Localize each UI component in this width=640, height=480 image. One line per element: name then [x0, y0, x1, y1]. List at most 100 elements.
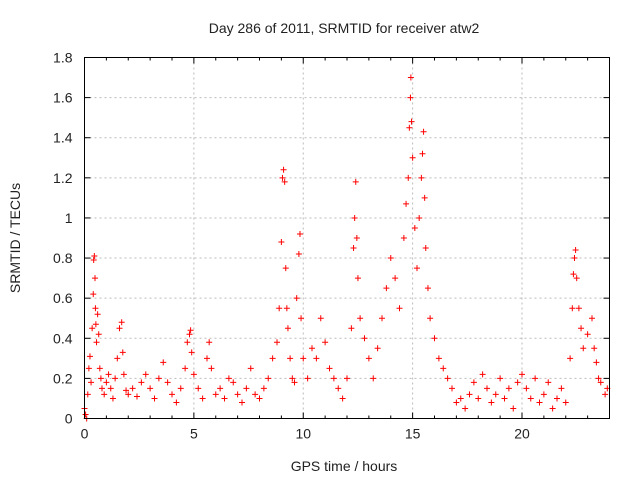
- data-point: [105, 371, 112, 378]
- data-point: [217, 385, 224, 392]
- data-point: [125, 391, 132, 398]
- data-point: [88, 379, 95, 386]
- data-point: [309, 345, 315, 352]
- data-point: [573, 275, 580, 282]
- data-point: [256, 395, 263, 402]
- data-point: [407, 94, 414, 101]
- data-points: [81, 74, 611, 422]
- data-point: [475, 395, 482, 402]
- data-point: [103, 379, 110, 386]
- data-point: [435, 355, 442, 362]
- data-point: [85, 365, 92, 372]
- data-point: [532, 375, 539, 382]
- data-point: [86, 353, 93, 360]
- data-point: [91, 253, 98, 260]
- y-tick-label: 0.8: [53, 250, 73, 266]
- data-point: [462, 405, 469, 412]
- data-point: [422, 245, 429, 252]
- data-point: [199, 395, 206, 402]
- data-point: [519, 371, 525, 378]
- data-point: [147, 385, 154, 392]
- data-point: [239, 399, 245, 406]
- data-point: [313, 355, 320, 362]
- data-point: [569, 305, 576, 312]
- data-point: [155, 375, 162, 382]
- data-point: [206, 339, 213, 346]
- data-point: [514, 379, 521, 386]
- data-point: [545, 379, 552, 386]
- data-point: [182, 365, 189, 372]
- data-point: [497, 375, 504, 382]
- data-point: [169, 391, 175, 398]
- data-point: [274, 339, 280, 346]
- data-point: [92, 275, 98, 282]
- data-point: [403, 200, 410, 207]
- data-point: [501, 395, 508, 402]
- x-tick-label: 10: [295, 426, 311, 442]
- data-point: [95, 331, 102, 338]
- data-point: [101, 391, 108, 398]
- data-point: [589, 315, 595, 322]
- data-point: [177, 385, 184, 392]
- data-point: [330, 375, 337, 382]
- data-point: [431, 335, 438, 342]
- data-point: [97, 375, 104, 382]
- data-point: [595, 375, 602, 382]
- data-point: [424, 285, 431, 292]
- data-point: [304, 375, 311, 382]
- data-point: [280, 166, 287, 173]
- data-point: [195, 385, 202, 392]
- data-point: [488, 399, 495, 406]
- data-point: [418, 174, 425, 181]
- x-tick-label: 5: [190, 426, 198, 442]
- data-point: [298, 315, 305, 322]
- data-point: [570, 271, 577, 278]
- data-point: [523, 385, 530, 392]
- data-point: [440, 365, 447, 372]
- data-point: [427, 315, 434, 322]
- y-axis-label: SRMTID / TECUs: [7, 183, 23, 293]
- data-point: [96, 365, 103, 372]
- data-point: [287, 355, 294, 362]
- data-point: [247, 365, 254, 372]
- data-point: [151, 395, 158, 402]
- data-point: [370, 375, 377, 382]
- data-point: [269, 355, 276, 362]
- y-tick-label: 1.2: [53, 170, 73, 186]
- y-tick-label: 0.2: [53, 370, 73, 386]
- data-point: [466, 391, 473, 398]
- data-point: [94, 311, 101, 318]
- data-point: [444, 375, 451, 382]
- data-point: [602, 391, 609, 398]
- data-point: [204, 355, 210, 362]
- data-point: [421, 194, 428, 201]
- data-point: [578, 325, 585, 332]
- data-point: [457, 395, 464, 402]
- data-point: [505, 385, 512, 392]
- data-point: [357, 315, 364, 322]
- data-point: [317, 315, 324, 322]
- data-point: [591, 345, 598, 352]
- data-point: [352, 178, 359, 185]
- data-point: [419, 150, 426, 157]
- data-point: [82, 411, 89, 418]
- data-point: [554, 395, 560, 402]
- data-point: [387, 255, 394, 262]
- x-tick-label: 15: [405, 426, 421, 442]
- data-point: [296, 230, 303, 237]
- data-point: [293, 295, 300, 302]
- x-axis-label: GPS time / hours: [291, 458, 398, 474]
- y-tick-label: 0.4: [53, 330, 73, 346]
- data-point: [354, 275, 361, 282]
- data-point: [289, 375, 296, 382]
- data-point: [326, 365, 333, 372]
- data-point: [295, 251, 302, 258]
- data-point: [492, 391, 499, 398]
- data-point: [279, 174, 286, 181]
- data-point: [114, 355, 121, 362]
- data-point: [243, 385, 250, 392]
- data-point: [184, 339, 191, 346]
- data-point: [208, 365, 215, 372]
- data-point: [420, 128, 427, 135]
